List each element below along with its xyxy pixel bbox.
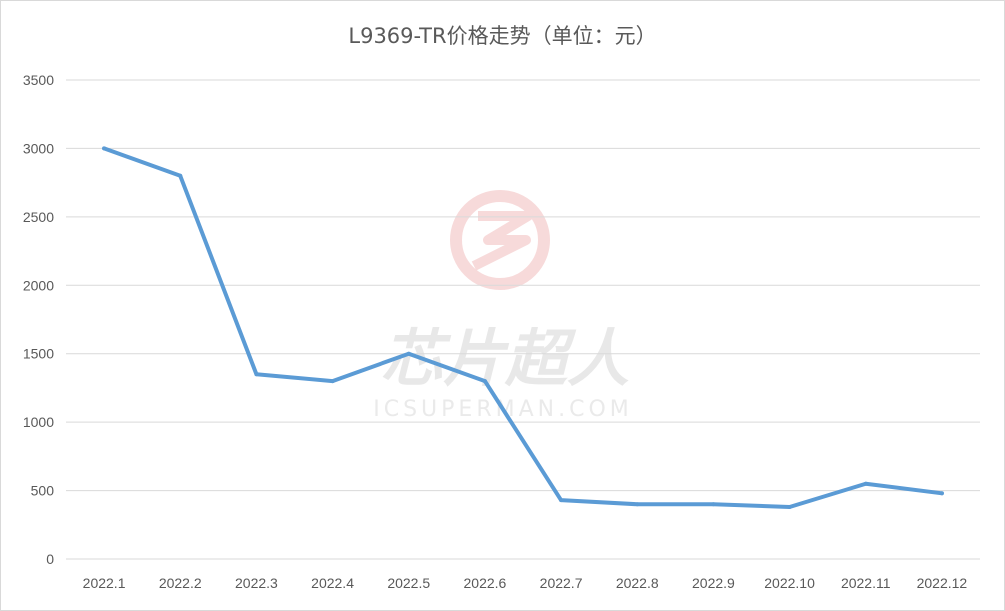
data-point-2022.2 — [178, 173, 183, 178]
x-tick-label: 2022.5 — [387, 575, 430, 591]
y-tick-label: 3000 — [23, 140, 54, 156]
data-point-2022.8 — [635, 502, 640, 507]
x-tick-label: 2022.8 — [616, 575, 659, 591]
data-point-2022.9 — [711, 502, 716, 507]
x-tick-label: 2022.3 — [235, 575, 278, 591]
chart-title: L9369-TR价格走势（单位：元） — [348, 24, 657, 48]
x-tick-label: 2022.9 — [692, 575, 735, 591]
data-point-2022.6 — [482, 379, 487, 384]
data-point-2022.3 — [254, 372, 259, 377]
y-tick-label: 2500 — [23, 209, 54, 225]
watermark: 芯片超人 ICSUPERMAN.COM — [373, 190, 629, 422]
data-point-2022.5 — [406, 351, 411, 356]
data-point-2022.7 — [559, 498, 564, 503]
x-tick-label: 2022.6 — [464, 575, 507, 591]
x-tick-label: 2022.12 — [917, 575, 968, 591]
data-point-2022.12 — [939, 491, 944, 496]
y-tick-label: 0 — [46, 551, 54, 567]
y-tick-label: 1000 — [23, 414, 54, 430]
data-point-2022.4 — [330, 379, 335, 384]
x-tick-label: 2022.10 — [764, 575, 815, 591]
data-point-2022.1 — [102, 146, 107, 151]
y-tick-label: 2000 — [23, 277, 54, 293]
x-tick-label: 2022.11 — [841, 575, 891, 591]
x-tick-label: 2022.1 — [83, 575, 126, 591]
x-tick-label: 2022.2 — [159, 575, 202, 591]
data-point-2022.11 — [863, 481, 868, 486]
y-tick-label: 3500 — [23, 72, 54, 88]
x-tick-label: 2022.7 — [540, 575, 583, 591]
y-tick-label: 500 — [31, 483, 55, 499]
x-tick-label: 2022.4 — [311, 575, 354, 591]
y-tick-label: 1500 — [23, 346, 54, 362]
ic-superman-logo — [450, 190, 550, 290]
series-line-0 — [102, 146, 944, 509]
data-point-2022.10 — [787, 504, 792, 509]
